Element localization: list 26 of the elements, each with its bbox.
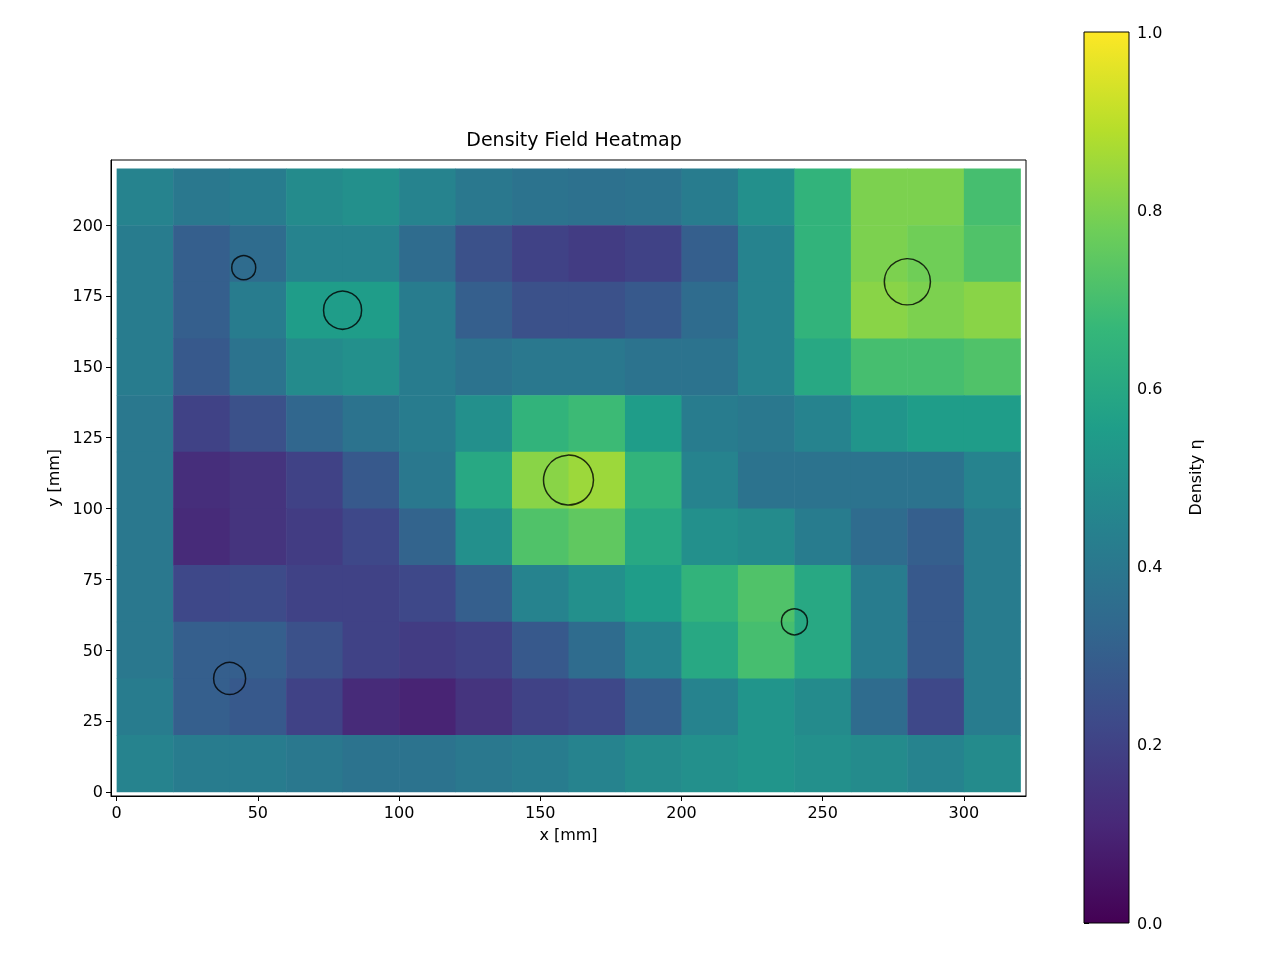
y-tick-label: 125 xyxy=(72,428,103,448)
chart-title: Density Field Heatmap xyxy=(466,127,682,150)
y-tick-label: 100 xyxy=(72,498,103,518)
y-tick-label: 175 xyxy=(72,286,103,306)
color-bar-label: 0.4 xyxy=(1137,557,1163,577)
x-tick-label: 50 xyxy=(247,802,269,822)
x-tick-label: 300 xyxy=(948,802,980,822)
color-bar-label: 0.6 xyxy=(1137,378,1163,398)
y-tick-label: 200 xyxy=(72,215,103,235)
color-bar-label: 0.2 xyxy=(1137,735,1163,755)
y-tick-label: 50 xyxy=(82,640,103,660)
x-axis-title: x [mm] xyxy=(539,824,598,844)
color-bar-label: 0.0 xyxy=(1137,913,1163,933)
x-tick-label: 0 xyxy=(111,802,122,822)
x-tick-label: 250 xyxy=(807,802,838,822)
x-tick-label: 100 xyxy=(383,802,415,822)
y-tick-label: 150 xyxy=(72,357,103,377)
y-tick-label: 75 xyxy=(82,569,103,589)
x-tick-label: 150 xyxy=(524,802,556,822)
color-bar-label: 1.0 xyxy=(1137,22,1163,42)
x-tick-label: 200 xyxy=(666,802,697,822)
color-bar-title: Density η xyxy=(1185,439,1205,516)
y-tick-label: 25 xyxy=(82,711,103,731)
y-axis-title: y [mm] xyxy=(44,448,64,508)
color-bar-label: 0.8 xyxy=(1137,200,1163,220)
y-tick-label: 0 xyxy=(92,782,103,802)
